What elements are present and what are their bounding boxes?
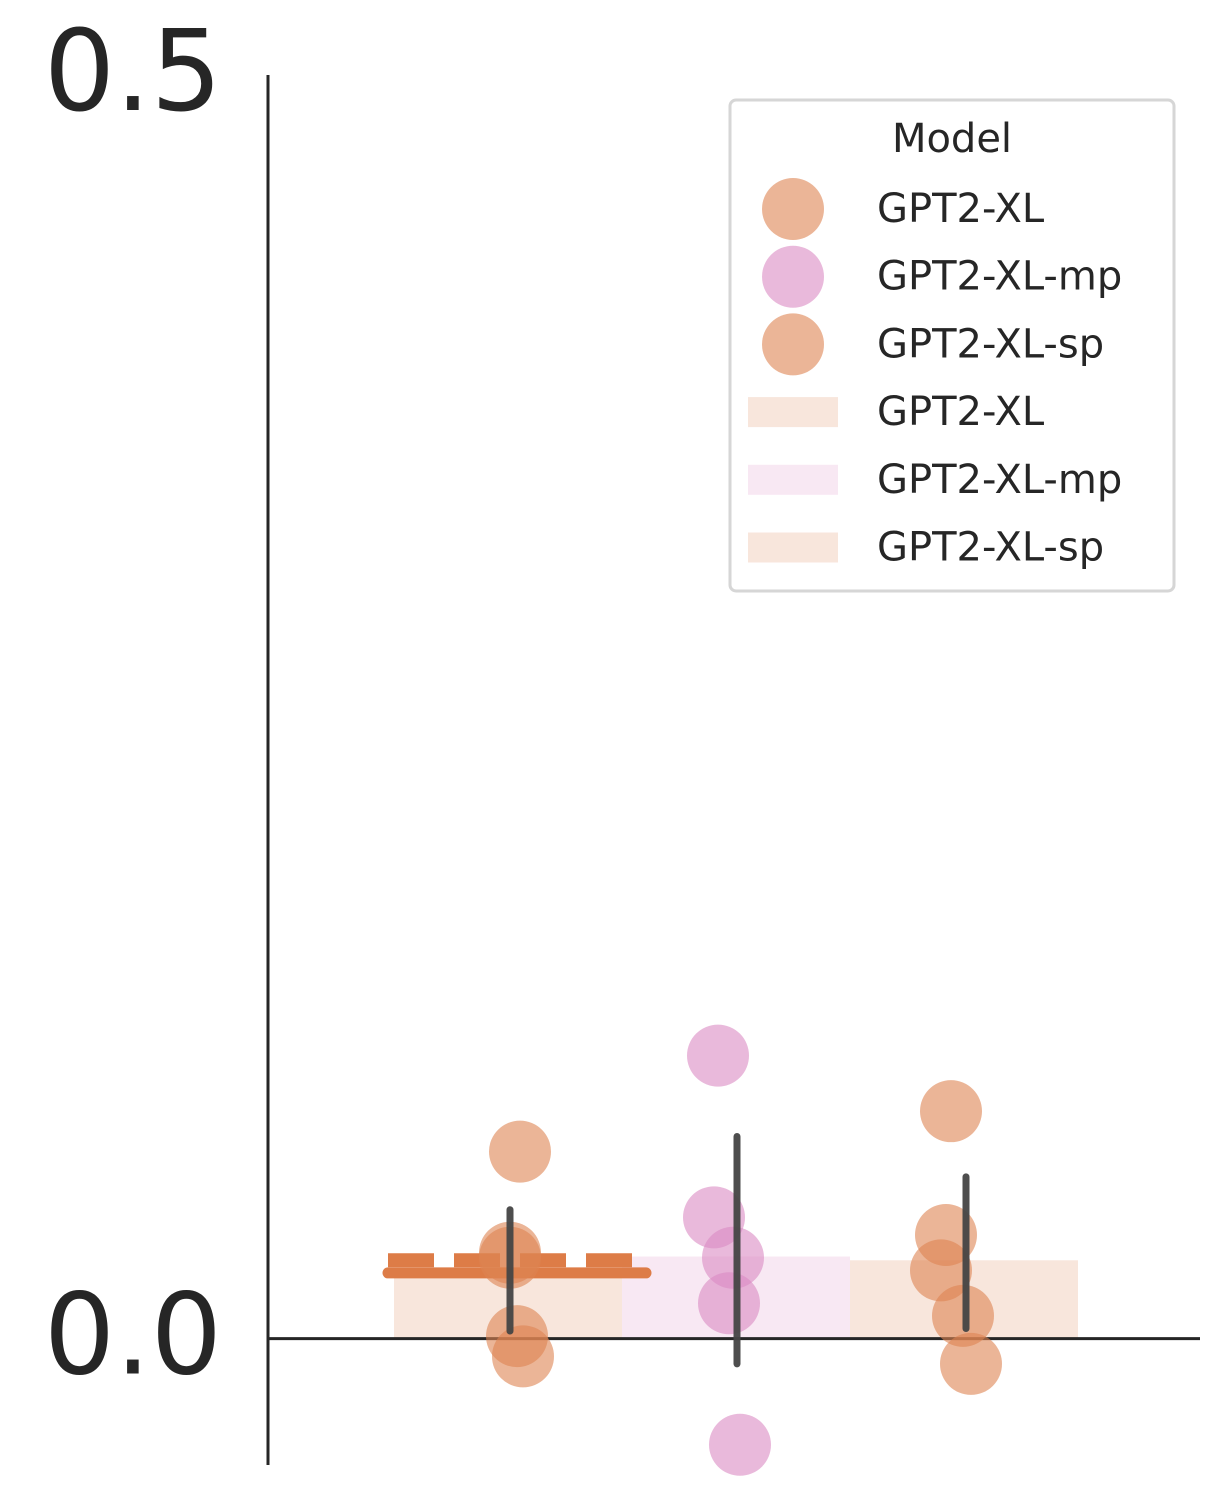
legend-box: [728, 98, 1176, 593]
plot-area: 0.0 0.5: [44, 7, 1200, 1476]
legend-label: GPT2-XL-mp: [877, 457, 1122, 503]
legend-label: GPT2-XL-sp: [877, 525, 1104, 571]
legend-label: GPT2-XL-sp: [877, 321, 1104, 367]
data-point: [702, 1226, 764, 1289]
legend-title: Model: [892, 116, 1012, 162]
data-point: [698, 1272, 760, 1335]
legend-patch: [748, 397, 838, 428]
data-point: [709, 1413, 771, 1476]
y-tick-label: 0.5: [44, 7, 222, 137]
data-point: [920, 1080, 982, 1143]
legend-label: GPT2-XL-mp: [877, 254, 1122, 300]
legend-patch: [748, 464, 838, 495]
data-point: [489, 1120, 551, 1183]
legend: Model GPT2-XL GPT2-XL-mp GPT2-XL-sp GPT2-XL…: [728, 98, 1176, 593]
legend-patch: [748, 532, 838, 563]
legend-marker: [762, 245, 824, 308]
legend-label: GPT2-XL: [877, 389, 1045, 435]
data-point: [687, 1024, 749, 1087]
legend-marker: [762, 178, 824, 240]
legend-label: GPT2-XL: [877, 186, 1045, 232]
y-tick-label: 0.0: [44, 1270, 222, 1400]
data-point: [940, 1332, 1002, 1395]
legend-marker: [762, 313, 824, 376]
data-point: [492, 1325, 554, 1388]
